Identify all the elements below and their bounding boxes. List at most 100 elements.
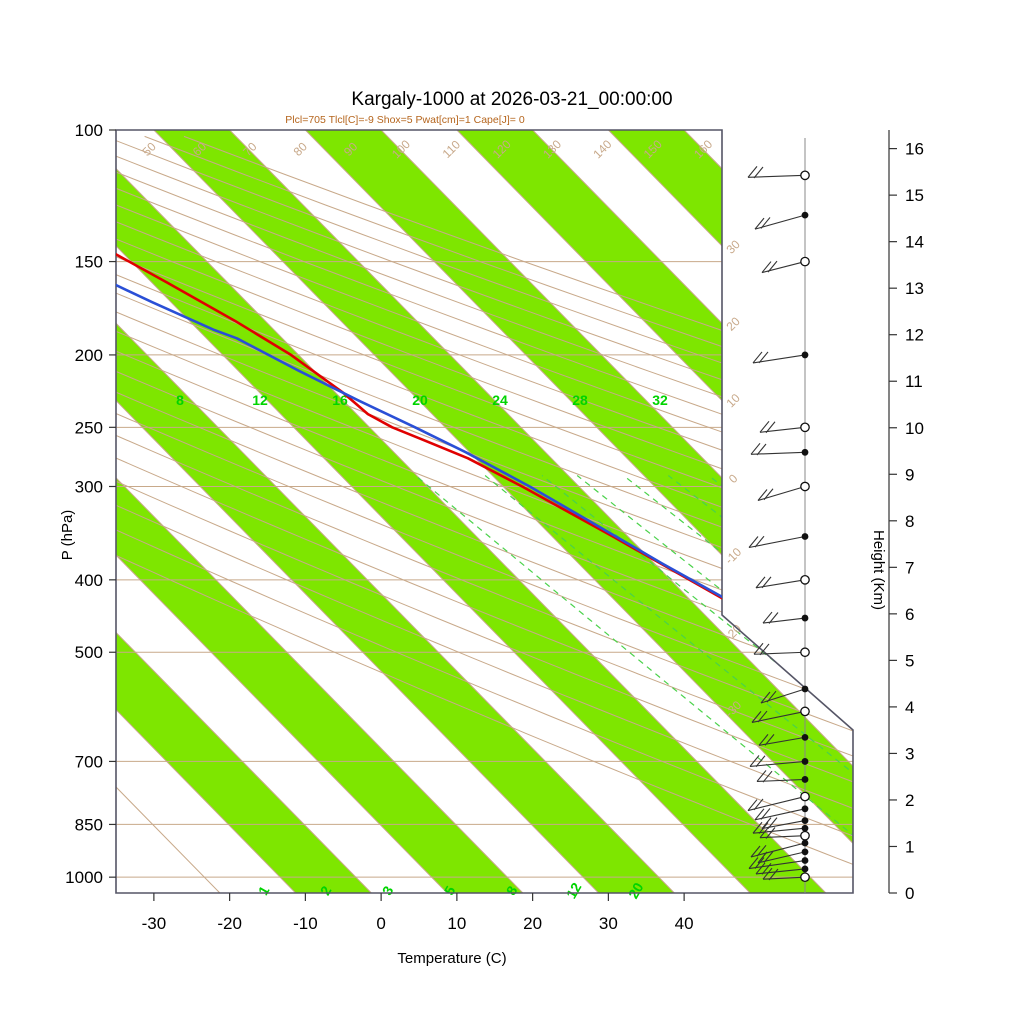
wind-barb xyxy=(747,791,810,812)
temperature-tick-label: 20 xyxy=(523,914,542,933)
isotherm-label: 0 xyxy=(726,471,741,486)
pressure-tick-label: 250 xyxy=(75,418,103,437)
level-marker-filled xyxy=(801,865,809,873)
level-marker-open xyxy=(800,422,810,433)
wind-barb xyxy=(756,770,809,783)
isotherm-label: 20 xyxy=(723,314,743,334)
wind-barb xyxy=(760,685,809,704)
level-marker-filled xyxy=(801,839,809,847)
wind-barb xyxy=(754,211,809,230)
level-marker-open xyxy=(800,481,810,492)
wind-barb xyxy=(762,611,809,624)
level-marker-filled xyxy=(801,758,809,765)
sounding-curves xyxy=(116,187,853,837)
level-marker-open xyxy=(800,170,810,181)
wind-barb xyxy=(751,706,810,723)
height-tick-label: 1 xyxy=(905,837,914,856)
wind-barb xyxy=(761,256,810,274)
level-marker-filled xyxy=(801,533,809,540)
wind-barb xyxy=(750,839,809,858)
dry-adiabat-label: 140 xyxy=(590,137,614,161)
pressure-tick-label: 200 xyxy=(75,346,103,365)
mixing-ratio-label: 16 xyxy=(332,392,348,408)
height-tick-label: 3 xyxy=(905,744,914,763)
wind-barb xyxy=(759,420,810,434)
pressure-tick-label: 400 xyxy=(75,571,103,590)
level-marker-filled xyxy=(801,351,809,359)
temperature-tick-label: -10 xyxy=(293,914,318,933)
dry-adiabat-label: 80 xyxy=(291,139,311,159)
pressure-tick-label: 1000 xyxy=(65,868,103,887)
level-marker-open xyxy=(800,256,810,267)
dewpoint-curve xyxy=(116,208,853,837)
pressure-tick-label: 150 xyxy=(75,253,103,272)
mixing-ratio-label: 8 xyxy=(176,392,184,408)
level-marker-filled xyxy=(801,848,809,856)
temperature-tick-label: 0 xyxy=(376,914,385,933)
level-marker-open xyxy=(800,791,810,802)
height-tick-label: 7 xyxy=(905,558,914,577)
pressure-tick-label: 500 xyxy=(75,643,103,662)
level-marker-filled xyxy=(801,805,809,813)
height-tick-label: 9 xyxy=(905,465,914,484)
height-tick-label: 2 xyxy=(905,791,914,810)
wind-barb xyxy=(761,817,809,830)
level-marker-filled xyxy=(801,448,809,456)
temperature-axis-label: Temperature (C) xyxy=(397,950,506,967)
wind-barb-panel xyxy=(747,138,810,893)
level-marker-filled xyxy=(801,685,809,693)
isobar-gridlines xyxy=(116,130,853,878)
level-marker-filled xyxy=(801,824,809,832)
level-marker-filled xyxy=(801,614,809,622)
mixing-ratio-label: 12 xyxy=(563,880,585,902)
wind-barb xyxy=(754,805,809,821)
plot-frame xyxy=(115,129,854,894)
mixing-ratio-label: 28 xyxy=(572,392,588,408)
wind-barb xyxy=(755,574,810,589)
level-marker-filled xyxy=(801,776,809,783)
isotherm-label: 30 xyxy=(723,237,743,257)
level-marker-filled xyxy=(801,733,809,741)
wind-barb xyxy=(750,442,809,456)
wind-barb xyxy=(758,733,809,746)
pressure-axis-label: P (hPa) xyxy=(59,510,76,561)
height-tick-label: 4 xyxy=(905,698,914,717)
wind-barb xyxy=(762,867,810,883)
wind-barb xyxy=(757,481,810,502)
height-tick-label: 0 xyxy=(905,884,914,903)
wind-barb xyxy=(757,848,809,864)
wind-barb xyxy=(752,351,809,364)
wind-barb xyxy=(748,533,809,549)
wind-barb xyxy=(747,166,810,181)
height-tick-label: 12 xyxy=(905,326,924,345)
wind-barb xyxy=(749,755,809,768)
level-marker-filled xyxy=(801,211,809,219)
height-tick-label: 16 xyxy=(905,140,924,159)
pressure-tick-label: 300 xyxy=(75,477,103,496)
mixing-ratio-label: 32 xyxy=(652,392,668,408)
dry-adiabat-label: 110 xyxy=(440,137,464,161)
height-axis-label: Height (Km) xyxy=(870,530,887,610)
mixing-ratio-label: 12 xyxy=(252,392,268,408)
height-tick-label: 10 xyxy=(905,419,924,438)
isotherm-label: 10 xyxy=(723,391,743,411)
temperature-tick-label: 30 xyxy=(599,914,618,933)
mixing-ratio-label: 24 xyxy=(492,392,508,408)
level-marker-filled xyxy=(801,817,809,824)
shaded-bands xyxy=(116,130,853,893)
height-tick-label: 6 xyxy=(905,605,914,624)
height-tick-label: 8 xyxy=(905,512,914,531)
temperature-tick-label: 10 xyxy=(447,914,466,933)
height-tick-label: 5 xyxy=(905,651,914,670)
pressure-tick-label: 100 xyxy=(75,121,103,140)
temperature-tick-label: -20 xyxy=(217,914,242,933)
isotherm-label: -10 xyxy=(722,545,744,567)
temperature-tick-label: 40 xyxy=(675,914,694,933)
pressure-tick-label: 850 xyxy=(75,815,103,834)
indices-subtitle: Plcl=705 Tlcl[C]=-9 Shox=5 Pwat[cm]=1 Ca… xyxy=(285,114,525,126)
temperature-tick-label: -30 xyxy=(142,914,167,933)
wind-barb xyxy=(753,642,810,658)
